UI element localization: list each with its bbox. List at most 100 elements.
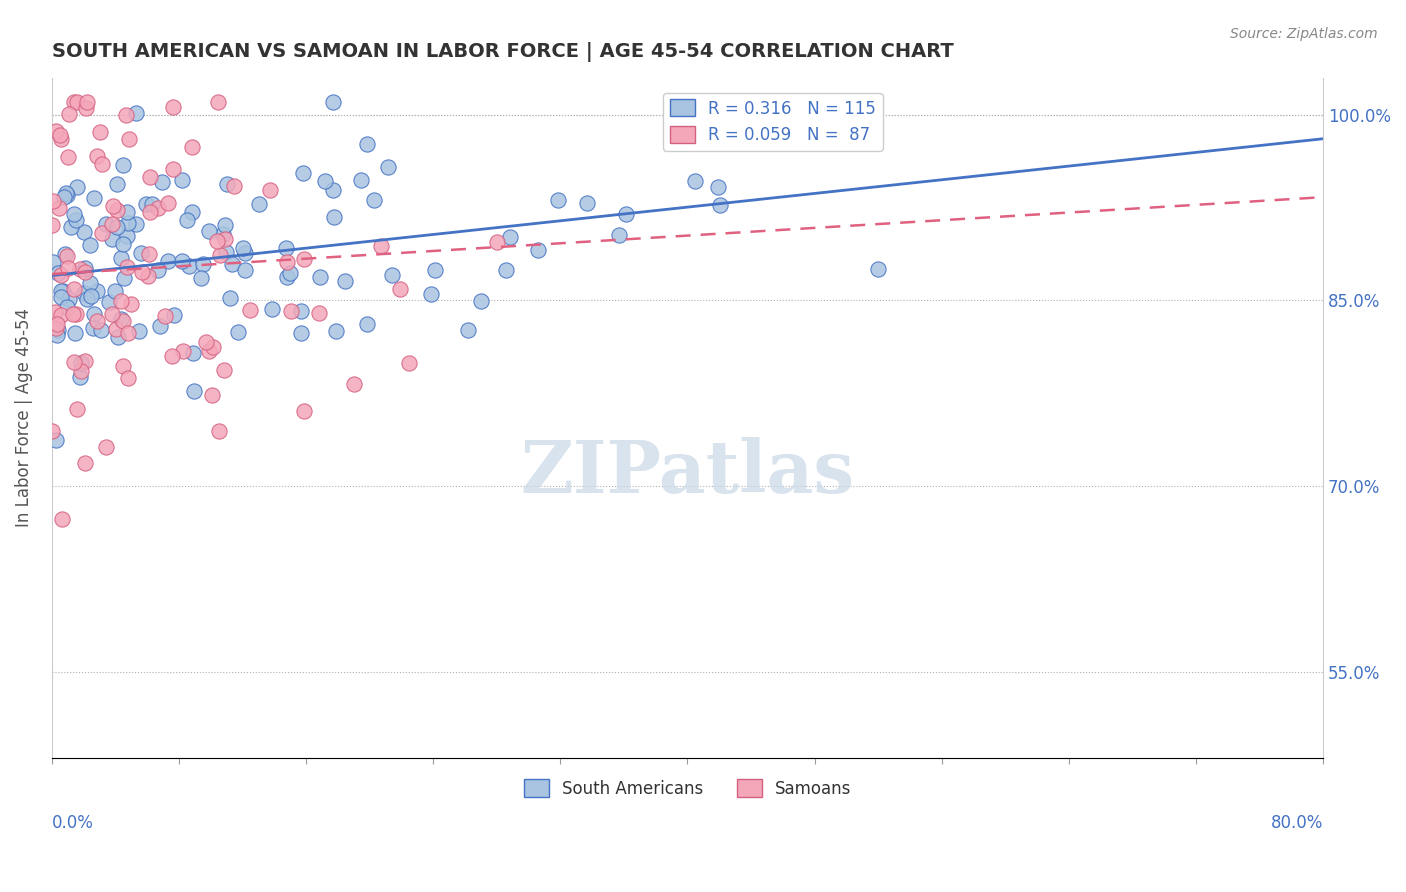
Point bbox=[53, 189, 76, 203]
Point bbox=[45, 124, 67, 138]
Point bbox=[201, 387, 224, 401]
Point bbox=[180, 139, 202, 153]
Point bbox=[51, 308, 73, 322]
Point bbox=[46, 266, 69, 280]
Text: SOUTH AMERICAN VS SAMOAN IN LABOR FORCE | AGE 45-54 CORRELATION CHART: SOUTH AMERICAN VS SAMOAN IN LABOR FORCE … bbox=[52, 42, 953, 62]
Point bbox=[219, 292, 242, 306]
Point bbox=[86, 314, 108, 328]
Point bbox=[290, 304, 312, 318]
Point bbox=[377, 160, 399, 174]
Point bbox=[76, 293, 98, 307]
Point bbox=[183, 384, 205, 398]
Point bbox=[212, 227, 235, 241]
Point bbox=[162, 161, 184, 176]
Point bbox=[181, 345, 204, 359]
Point bbox=[63, 95, 86, 110]
Point bbox=[498, 230, 520, 244]
Point bbox=[141, 197, 163, 211]
Point bbox=[75, 353, 97, 368]
Point bbox=[214, 218, 236, 232]
Point bbox=[276, 255, 298, 269]
Point bbox=[96, 217, 118, 231]
Point bbox=[117, 326, 139, 340]
Point bbox=[100, 217, 122, 231]
Point bbox=[170, 253, 193, 268]
Point bbox=[62, 355, 84, 369]
Point bbox=[139, 205, 162, 219]
Point bbox=[73, 225, 96, 239]
Point bbox=[65, 326, 87, 341]
Point bbox=[146, 263, 169, 277]
Point bbox=[111, 314, 134, 328]
Point bbox=[60, 219, 83, 234]
Y-axis label: In Labor Force | Age 45-54: In Labor Force | Age 45-54 bbox=[15, 309, 32, 527]
Point bbox=[495, 263, 517, 277]
Point bbox=[292, 404, 315, 418]
Point bbox=[62, 207, 84, 221]
Point bbox=[527, 243, 550, 257]
Point bbox=[205, 234, 228, 248]
Point bbox=[52, 284, 75, 298]
Point bbox=[190, 270, 212, 285]
Point bbox=[69, 370, 91, 384]
Point bbox=[470, 293, 492, 308]
Point bbox=[146, 202, 169, 216]
Point bbox=[202, 340, 225, 354]
Point bbox=[45, 433, 67, 447]
Point bbox=[91, 156, 114, 170]
Point bbox=[172, 173, 194, 187]
Point bbox=[48, 201, 70, 215]
Point bbox=[233, 263, 256, 277]
Point bbox=[110, 293, 132, 308]
Point bbox=[149, 319, 172, 334]
Point bbox=[607, 227, 630, 242]
Point bbox=[322, 95, 344, 110]
Point bbox=[198, 224, 221, 238]
Point bbox=[280, 303, 302, 318]
Point bbox=[105, 178, 128, 192]
Point bbox=[128, 324, 150, 338]
Point bbox=[274, 241, 297, 255]
Point bbox=[80, 289, 103, 303]
Point bbox=[363, 193, 385, 207]
Point bbox=[42, 255, 65, 269]
Point bbox=[129, 246, 152, 260]
Point bbox=[115, 108, 138, 122]
Point bbox=[176, 213, 198, 227]
Point bbox=[103, 198, 125, 212]
Point bbox=[259, 183, 281, 197]
Point bbox=[247, 196, 270, 211]
Point bbox=[110, 251, 132, 265]
Point bbox=[325, 324, 347, 338]
Point bbox=[215, 245, 238, 260]
Point bbox=[73, 456, 96, 470]
Point bbox=[63, 282, 86, 296]
Point bbox=[356, 136, 378, 151]
Point bbox=[58, 292, 80, 306]
Point bbox=[221, 257, 243, 271]
Point bbox=[125, 105, 148, 120]
Point bbox=[388, 282, 411, 296]
Point bbox=[157, 196, 180, 211]
Point bbox=[138, 247, 160, 261]
Point bbox=[97, 295, 120, 310]
Point bbox=[322, 210, 344, 224]
Point bbox=[191, 257, 214, 271]
Point bbox=[111, 237, 134, 252]
Text: 0.0%: 0.0% bbox=[52, 814, 94, 832]
Point bbox=[214, 232, 236, 246]
Point bbox=[48, 323, 70, 337]
Point bbox=[138, 170, 160, 185]
Point bbox=[215, 178, 238, 192]
Point bbox=[180, 204, 202, 219]
Point bbox=[115, 229, 138, 244]
Point bbox=[232, 241, 254, 255]
Point bbox=[105, 202, 128, 217]
Point bbox=[314, 174, 336, 188]
Point bbox=[115, 260, 138, 274]
Point bbox=[105, 220, 128, 235]
Point bbox=[48, 128, 70, 142]
Point bbox=[486, 235, 509, 250]
Point bbox=[65, 307, 87, 321]
Point bbox=[868, 261, 890, 276]
